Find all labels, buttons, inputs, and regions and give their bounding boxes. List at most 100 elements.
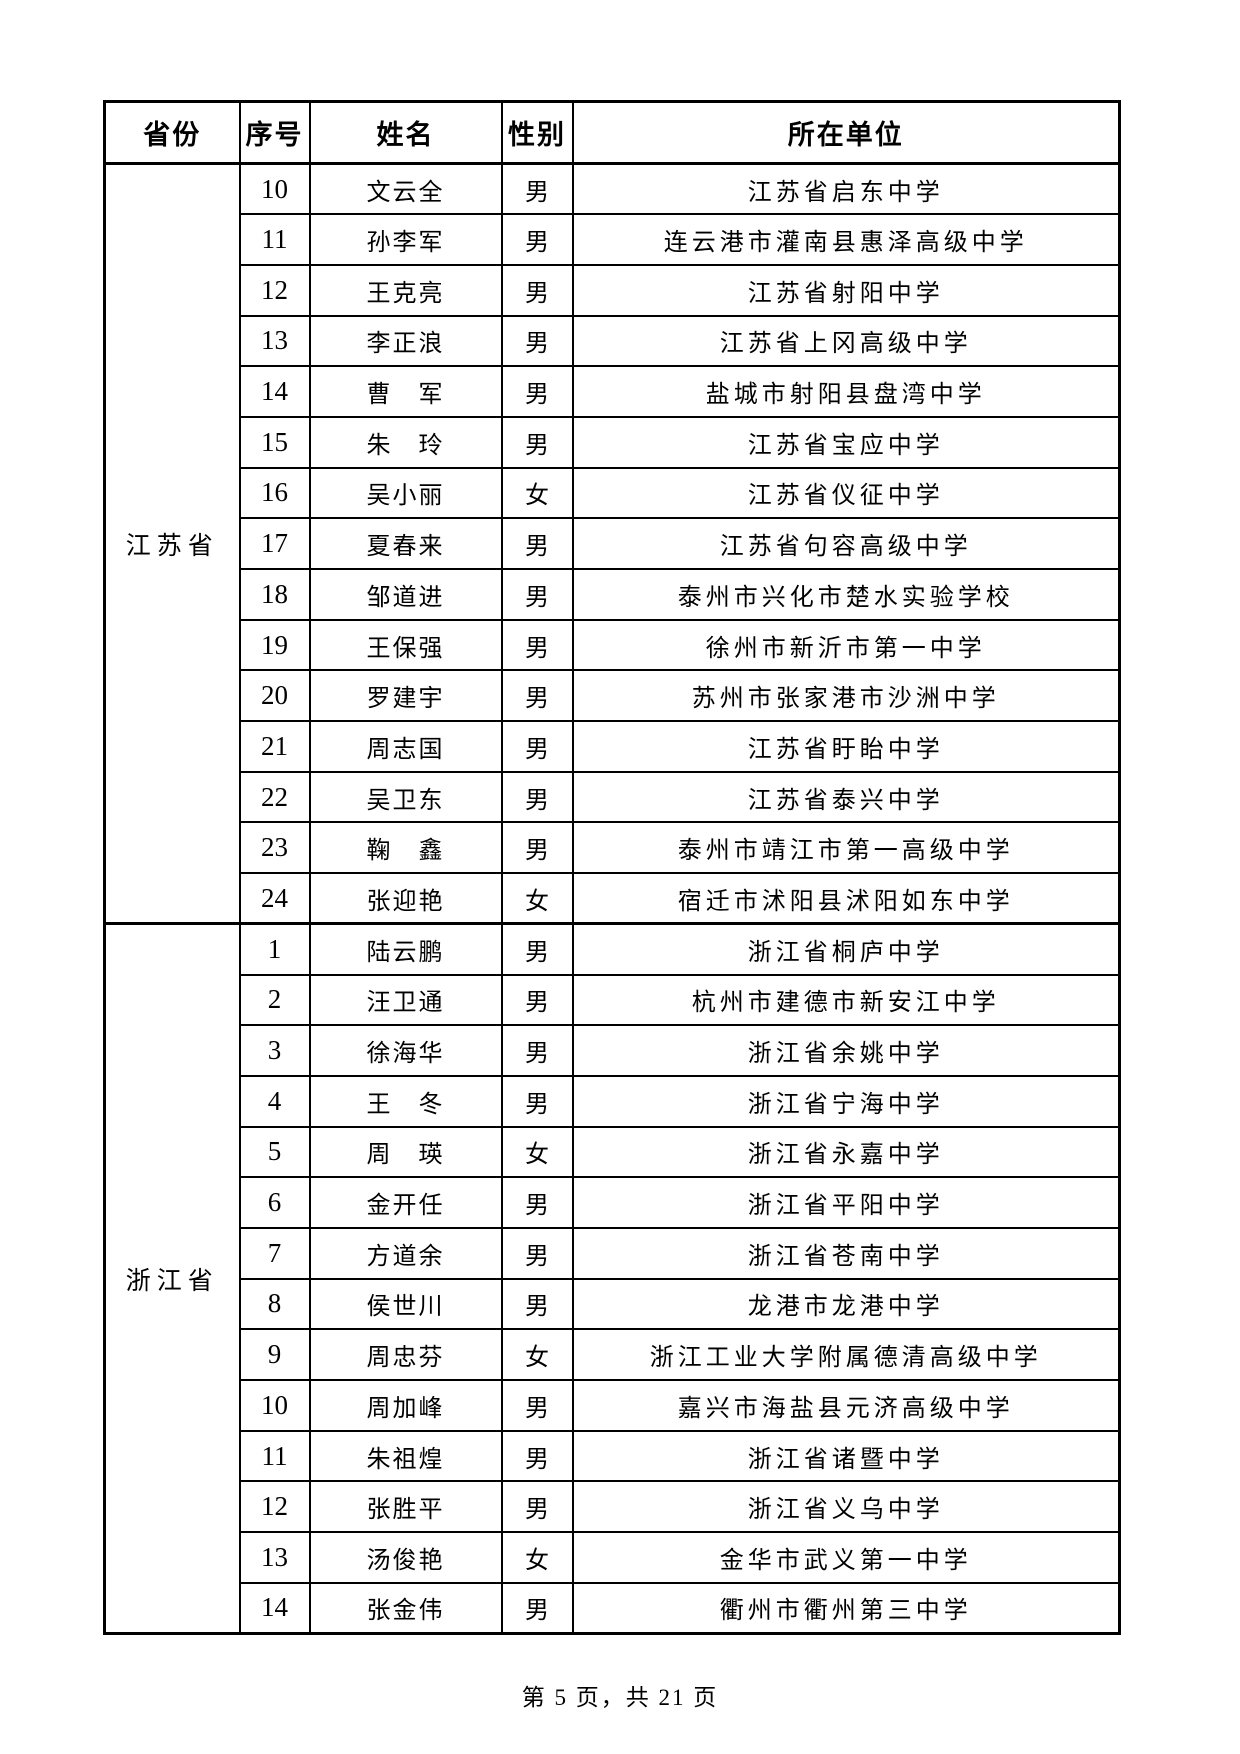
unit-cell: 江苏省句容高级中学 xyxy=(571,517,1121,570)
gender-cell: 男 xyxy=(500,669,574,723)
table-row: 7 方道余男浙江省苍南中学 xyxy=(105,1226,1121,1280)
name-cell: 方道余 xyxy=(308,1226,503,1280)
serial-cell: 21 xyxy=(238,720,311,773)
name-cell: 王 冬 xyxy=(308,1074,503,1128)
province-cell: 江苏省 xyxy=(103,162,241,925)
gender-cell: 男 xyxy=(500,821,574,875)
serial-cell: 13 xyxy=(238,1531,311,1584)
column-header-serial: 序号 xyxy=(238,100,311,165)
gender-cell: 女 xyxy=(500,872,574,925)
name-cell: 朱 玲 xyxy=(308,415,503,469)
table-row: 8 侯世川男龙港市龙港中学 xyxy=(105,1277,1121,1331)
table-row: 12 张胜平男浙江省义乌中学 xyxy=(105,1480,1121,1534)
name-cell: 周志国 xyxy=(308,720,503,773)
unit-cell: 江苏省启东中学 xyxy=(571,162,1121,216)
gender-cell: 男 xyxy=(500,1226,574,1280)
unit-cell: 龙港市龙港中学 xyxy=(571,1277,1121,1331)
unit-cell: 杭州市建德市新安江中学 xyxy=(571,973,1121,1027)
name-cell: 陆云鹏 xyxy=(308,922,503,976)
column-header-name: 姓名 xyxy=(308,100,503,165)
name-cell: 徐海华 xyxy=(308,1024,503,1077)
unit-cell: 江苏省仪征中学 xyxy=(571,466,1121,520)
gender-cell: 女 xyxy=(500,1125,574,1179)
table-row: 6 金开任男浙江省平阳中学 xyxy=(105,1176,1121,1229)
table-row: 11 孙李军男连云港市灌南县惠泽高级中学 xyxy=(105,213,1121,266)
name-cell: 汪卫通 xyxy=(308,973,503,1027)
province-cell: 浙江省 xyxy=(103,922,241,1635)
serial-cell: 1 xyxy=(238,922,311,976)
unit-cell: 泰州市靖江市第一高级中学 xyxy=(571,821,1121,875)
name-cell: 鞠 鑫 xyxy=(308,821,503,875)
unit-cell: 苏州市张家港市沙洲中学 xyxy=(571,669,1121,723)
gender-cell: 男 xyxy=(500,1429,574,1483)
unit-cell: 盐城市射阳县盘湾中学 xyxy=(571,365,1121,418)
gender-cell: 男 xyxy=(500,922,574,976)
gender-cell: 男 xyxy=(500,314,574,368)
gender-cell: 女 xyxy=(500,1328,574,1381)
serial-cell: 9 xyxy=(238,1328,311,1381)
name-cell: 邹道进 xyxy=(308,568,503,621)
serial-cell: 10 xyxy=(238,162,311,216)
serial-cell: 2 xyxy=(238,973,311,1027)
serial-cell: 4 xyxy=(238,1074,311,1128)
gender-cell: 男 xyxy=(500,213,574,266)
serial-cell: 23 xyxy=(238,821,311,875)
serial-cell: 13 xyxy=(238,314,311,368)
name-cell: 张金伟 xyxy=(308,1581,503,1635)
name-cell: 周忠芬 xyxy=(308,1328,503,1381)
table-row: 20 罗建宇男苏州市张家港市沙洲中学 xyxy=(105,669,1121,723)
table-row: 11 朱祖煌男浙江省诸暨中学 xyxy=(105,1429,1121,1483)
gender-cell: 男 xyxy=(500,618,574,672)
gender-cell: 男 xyxy=(500,365,574,418)
serial-cell: 14 xyxy=(238,1581,311,1635)
unit-cell: 徐州市新沂市第一中学 xyxy=(571,618,1121,672)
serial-cell: 3 xyxy=(238,1024,311,1077)
name-cell: 张迎艳 xyxy=(308,872,503,925)
name-cell: 曹 军 xyxy=(308,365,503,418)
gender-cell: 男 xyxy=(500,263,574,317)
unit-cell: 浙江省诸暨中学 xyxy=(571,1429,1121,1483)
gender-cell: 男 xyxy=(500,1277,574,1331)
page-number: 第 5 页，共 21 页 xyxy=(521,1685,719,1710)
serial-cell: 11 xyxy=(238,213,311,266)
unit-cell: 浙江省平阳中学 xyxy=(571,1176,1121,1229)
gender-cell: 男 xyxy=(500,770,574,824)
gender-cell: 男 xyxy=(500,1024,574,1077)
table-row: 23 鞠 鑫男泰州市靖江市第一高级中学 xyxy=(105,821,1121,875)
unit-cell: 宿迁市沭阳县沭阳如东中学 xyxy=(571,872,1121,925)
name-cell: 文云全 xyxy=(308,162,503,216)
gender-cell: 男 xyxy=(500,1074,574,1128)
table-row: 10 周加峰男嘉兴市海盐县元济高级中学 xyxy=(105,1379,1121,1432)
table-row: 13 李正浪男江苏省上冈高级中学 xyxy=(105,314,1121,368)
table-row: 19 王保强男徐州市新沂市第一中学 xyxy=(105,618,1121,672)
gender-cell: 男 xyxy=(500,1581,574,1635)
table-row: 17 夏春来男江苏省句容高级中学 xyxy=(105,517,1121,570)
unit-cell: 江苏省泰兴中学 xyxy=(571,770,1121,824)
table-row: 22 吴卫东男江苏省泰兴中学 xyxy=(105,770,1121,824)
table-row: 3 徐海华男浙江省余姚中学 xyxy=(105,1024,1121,1077)
unit-cell: 浙江省苍南中学 xyxy=(571,1226,1121,1280)
name-cell: 吴卫东 xyxy=(308,770,503,824)
serial-cell: 16 xyxy=(238,466,311,520)
serial-cell: 8 xyxy=(238,1277,311,1331)
unit-cell: 金华市武义第一中学 xyxy=(571,1531,1121,1584)
gender-cell: 男 xyxy=(500,1379,574,1432)
table-row: 江苏省 10 文云全男江苏省启东中学 xyxy=(103,162,1121,925)
name-cell: 周加峰 xyxy=(308,1379,503,1432)
serial-cell: 11 xyxy=(238,1429,311,1483)
name-cell: 金开任 xyxy=(308,1176,503,1229)
table-row: 18 邹道进男泰州市兴化市楚水实验学校 xyxy=(105,568,1121,621)
name-cell: 夏春来 xyxy=(308,517,503,570)
table-row: 12 王克亮男江苏省射阳中学 xyxy=(105,263,1121,317)
column-header-gender: 性别 xyxy=(500,100,574,165)
serial-cell: 20 xyxy=(238,669,311,723)
gender-cell: 男 xyxy=(500,517,574,570)
table-header-row: 省份 序号 姓名 性别 所在单位 xyxy=(103,100,1121,165)
gender-cell: 女 xyxy=(500,466,574,520)
table-row: 2 汪卫通男杭州市建德市新安江中学 xyxy=(105,973,1121,1027)
unit-cell: 浙江省宁海中学 xyxy=(571,1074,1121,1128)
roster-table-body: 江苏省 10 文云全男江苏省启东中学 11 孙李军男连云港市灌南县惠泽高级中学 12 王克亮… xyxy=(103,162,1121,1635)
column-header-province: 省份 xyxy=(103,100,241,165)
